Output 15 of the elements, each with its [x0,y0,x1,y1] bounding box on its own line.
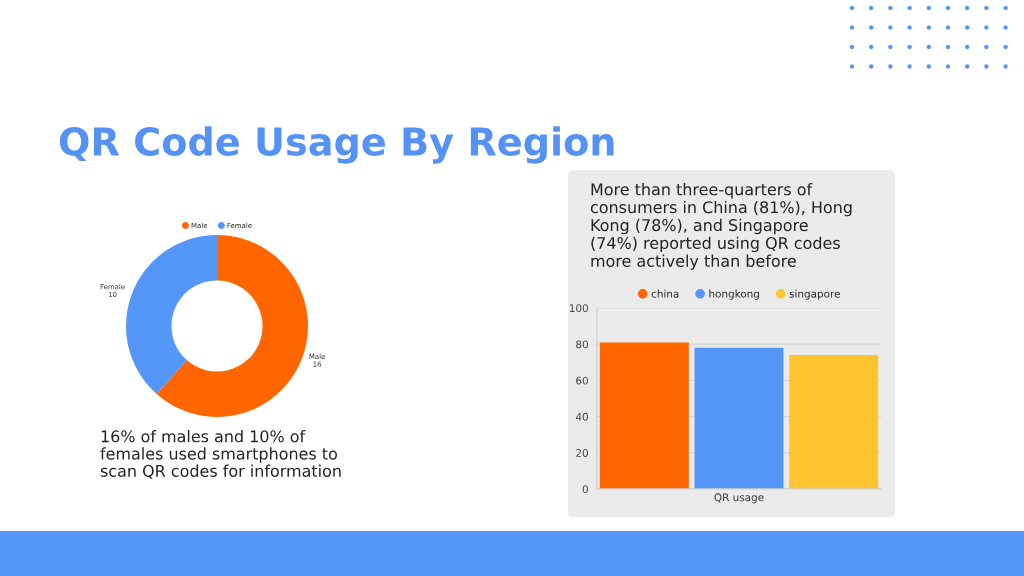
legend-label: hongkong [709,289,759,300]
y-tick-label: 20 [576,449,588,457]
chart-title: More than three-quarters of consumers in China (81%), Hong Kong (78%), and Singapore (74%) reported using QR codes more actively than before [590,183,852,270]
donut-slice [156,235,308,417]
y-tick-label: 100 [569,304,588,313]
y-tick-label: 40 [575,412,588,421]
text: 16% of males and 10% of females used smartphones to scan QR codes for information [100,430,341,479]
legend-label: singapore [789,289,840,300]
x-tick-label: QR usage [714,493,764,504]
y-tick-label: 0 [582,485,588,494]
chart-title: QR Code Usage By Region [59,126,614,164]
legend-label: china [651,289,679,298]
y-tick-label: 60 [576,376,588,385]
donut-slice [126,235,217,395]
y-tick-label: 80 [576,340,588,349]
